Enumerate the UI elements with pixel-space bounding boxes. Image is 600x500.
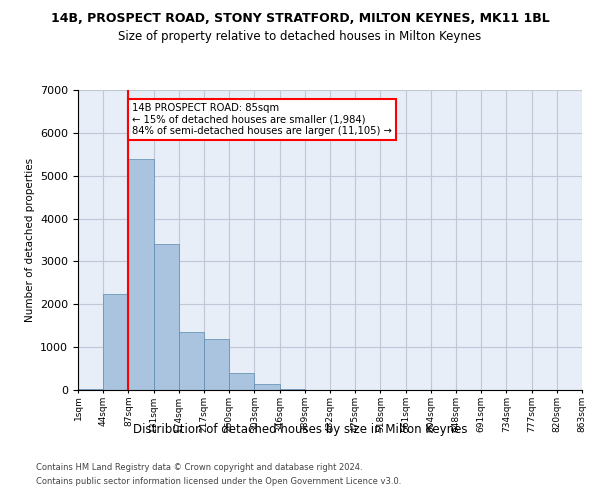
Bar: [179, 332, 204, 390]
Text: Contains HM Land Registry data © Crown copyright and database right 2024.: Contains HM Land Registry data © Crown c…: [36, 464, 362, 472]
Bar: [280, 388, 305, 390]
Bar: [154, 244, 179, 390]
Text: 14B PROSPECT ROAD: 85sqm
← 15% of detached houses are smaller (1,984)
84% of sem: 14B PROSPECT ROAD: 85sqm ← 15% of detach…: [132, 103, 392, 136]
Bar: [229, 373, 254, 390]
Bar: [204, 338, 229, 390]
Bar: [103, 294, 128, 390]
Y-axis label: Number of detached properties: Number of detached properties: [25, 158, 35, 322]
Text: Size of property relative to detached houses in Milton Keynes: Size of property relative to detached ho…: [118, 30, 482, 43]
Bar: [254, 384, 280, 390]
Text: Contains public sector information licensed under the Open Government Licence v3: Contains public sector information licen…: [36, 477, 401, 486]
Bar: [78, 388, 103, 390]
Text: 14B, PROSPECT ROAD, STONY STRATFORD, MILTON KEYNES, MK11 1BL: 14B, PROSPECT ROAD, STONY STRATFORD, MIL…: [50, 12, 550, 26]
Text: Distribution of detached houses by size in Milton Keynes: Distribution of detached houses by size …: [133, 422, 467, 436]
Bar: [128, 158, 154, 390]
